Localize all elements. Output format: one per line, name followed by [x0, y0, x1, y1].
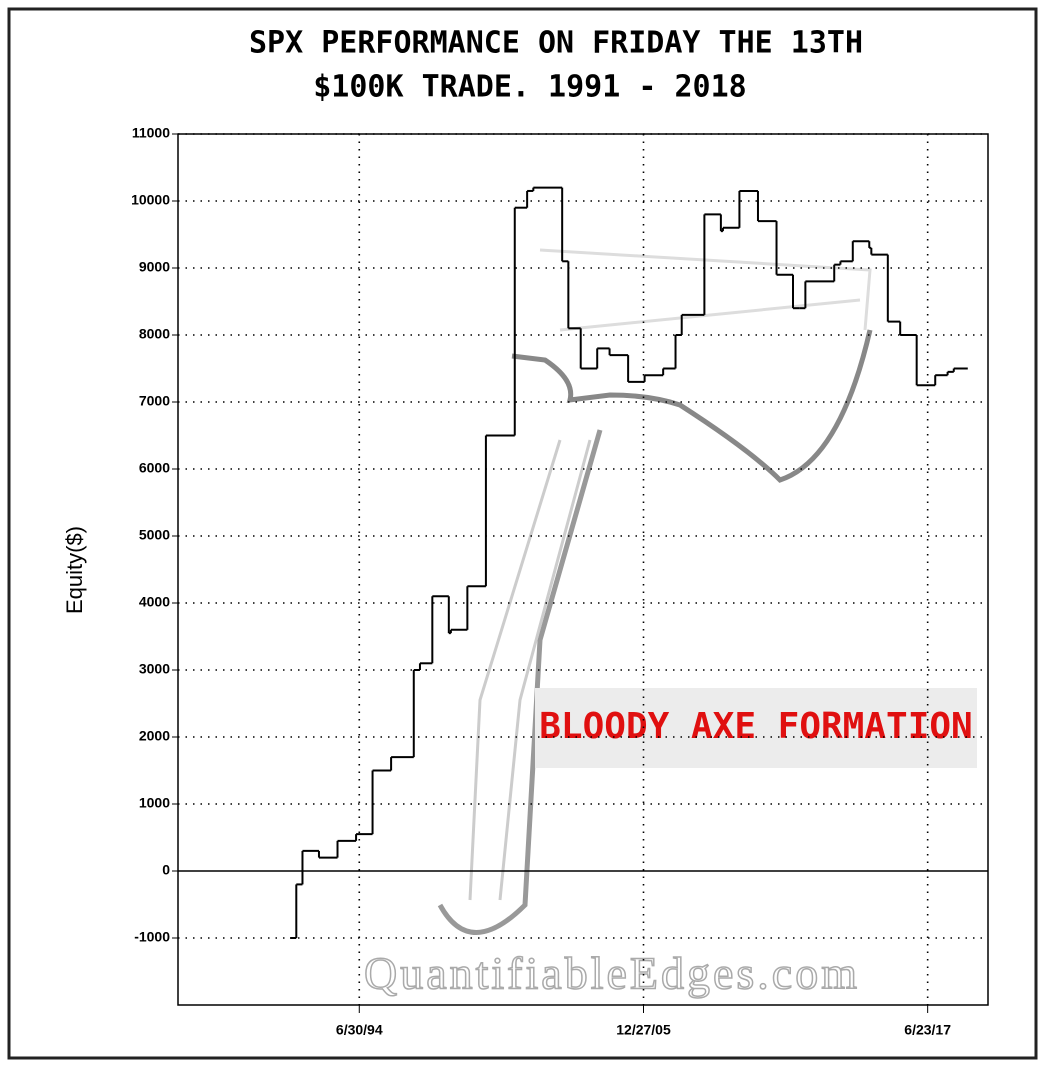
page: SPX PERFORMANCE ON FRIDAY THE 13TH $100K… — [0, 0, 1045, 1067]
chart-title: SPX PERFORMANCE ON FRIDAY THE 13TH — [249, 26, 863, 61]
y-axis-label: Equity($) — [62, 526, 87, 614]
annotation: BLOODY AXE FORMATION — [539, 706, 972, 747]
y-tick-label: 11000 — [132, 125, 170, 141]
y-tick-label: 3000 — [139, 661, 170, 677]
y-tick-label: 6000 — [139, 460, 170, 476]
y-tick-label: 5000 — [139, 527, 170, 543]
x-tick-label: 12/27/05 — [616, 1022, 671, 1038]
y-tick-label: 0 — [162, 862, 170, 878]
chart: SPX PERFORMANCE ON FRIDAY THE 13TH $100K… — [0, 0, 1045, 1067]
y-tick-label: 8000 — [139, 326, 170, 342]
y-tick-label: 1000 — [139, 795, 170, 811]
y-tick-label: 4000 — [139, 594, 170, 610]
watermark: QuantifiableEdges.com — [364, 948, 860, 999]
y-tick-label: 10000 — [131, 192, 170, 208]
chart-subtitle: $100K TRADE. 1991 - 2018 — [313, 70, 746, 105]
y-tick-label: -1000 — [134, 929, 170, 945]
y-tick-label: 2000 — [139, 728, 170, 744]
y-tick-label: 9000 — [139, 259, 170, 275]
x-tick-label: 6/23/17 — [904, 1022, 951, 1038]
x-tick-label: 6/30/94 — [336, 1022, 383, 1038]
y-tick-label: 7000 — [139, 393, 170, 409]
